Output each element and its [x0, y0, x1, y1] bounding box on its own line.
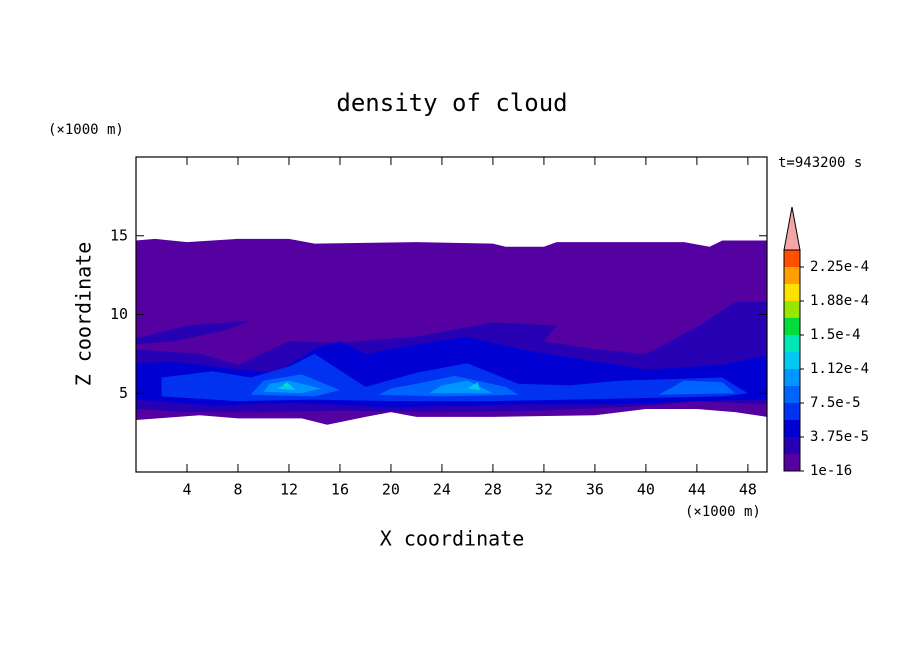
x-tick-label: 32 — [535, 481, 553, 499]
x-tick-label: 36 — [586, 481, 604, 499]
x-tick-label: 40 — [637, 481, 655, 499]
colorbar-tick-label: 1e-16 — [810, 463, 852, 479]
contour-region — [136, 320, 251, 345]
colorbar-tick-label: 3.75e-5 — [810, 429, 869, 445]
colorbar-tick-label: 1.12e-4 — [810, 361, 869, 377]
colorbar-band — [784, 369, 800, 386]
colorbar-band — [784, 335, 800, 352]
colorbar-band — [784, 267, 800, 284]
colorbar-band — [784, 420, 800, 437]
colorbar-band — [784, 403, 800, 420]
x-tick-label: 8 — [233, 481, 242, 499]
chart-title: density of cloud — [336, 89, 567, 117]
y-tick-label: 5 — [119, 384, 128, 402]
colorbar-over-arrow — [783, 206, 801, 251]
y-tick-label: 10 — [110, 305, 128, 323]
colorbar-band — [784, 318, 800, 335]
colorbar-band — [784, 386, 800, 403]
colorbar-tick-label: 1.88e-4 — [810, 293, 869, 309]
x-tick-label: 24 — [433, 481, 451, 499]
y-axis-label: Z coordinate — [72, 242, 96, 387]
colorbar-tick-label: 2.25e-4 — [810, 259, 869, 275]
x-unit-label: (×1000 m) — [685, 504, 761, 520]
colorbar-band — [784, 352, 800, 369]
x-tick-label: 28 — [484, 481, 502, 499]
colorbar-tick-label: 7.5e-5 — [810, 395, 861, 411]
contour-region — [282, 382, 289, 387]
x-tick-label: 44 — [688, 481, 706, 499]
x-tick-label: 4 — [182, 481, 191, 499]
contour-field — [136, 238, 767, 425]
x-tick-label: 16 — [331, 481, 349, 499]
colorbar-band — [784, 284, 800, 301]
colorbar-frame — [783, 249, 801, 472]
x-tick-label: 20 — [382, 481, 400, 499]
time-annotation: t=943200 s — [778, 155, 862, 171]
colorbar-band — [784, 454, 800, 471]
colorbar-tick-label: 1.5e-4 — [810, 327, 861, 343]
colorbar-band — [784, 301, 800, 318]
y-tick-label: 15 — [110, 226, 128, 244]
x-tick-label: 48 — [739, 481, 757, 499]
y-unit-label: (×1000 m) — [48, 122, 124, 138]
colorbar-band — [784, 250, 800, 267]
contour-region — [658, 380, 736, 395]
contour-region — [276, 383, 296, 391]
x-axis-label: X coordinate — [380, 527, 525, 551]
x-tick-label: 12 — [280, 481, 298, 499]
colorbar-band — [784, 437, 800, 454]
contour-region — [429, 380, 493, 394]
contour-region — [467, 382, 481, 391]
